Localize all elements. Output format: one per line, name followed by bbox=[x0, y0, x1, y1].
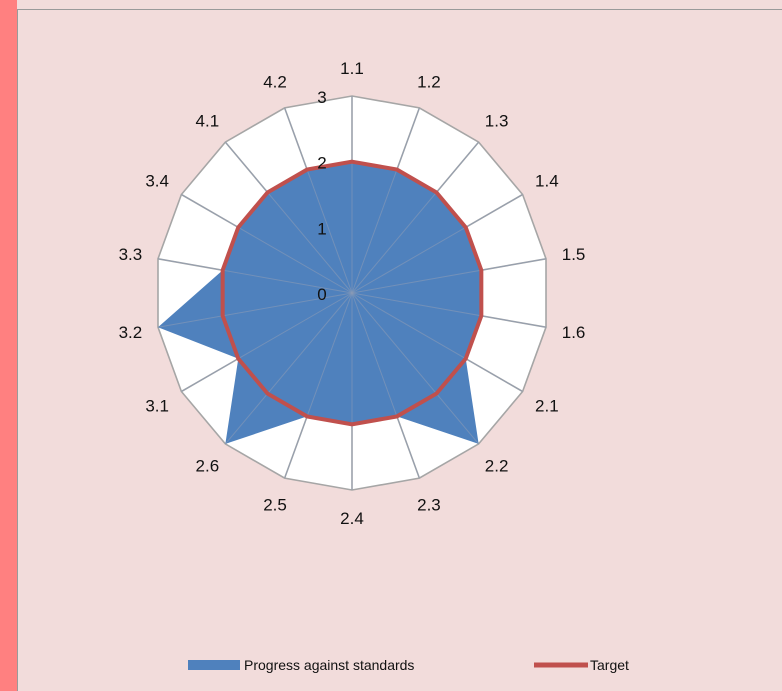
inner-spoke-2.3 bbox=[351, 292, 420, 479]
category-label-3.1: 3.1 bbox=[145, 397, 169, 416]
series-progress-area bbox=[157, 161, 482, 444]
legend-swatch-progress bbox=[188, 660, 240, 670]
category-labels: 1.1 1.2 1.3 1.4 1.5 1.6 2.1 2.2 2.3 2.4 2.5 2.6 3.1 3… bbox=[119, 59, 586, 528]
category-label-1.1: 1.1 bbox=[340, 59, 364, 78]
radial-tick-labels: 0 1 2 3 bbox=[317, 88, 326, 304]
radial-tick-0: 0 bbox=[317, 285, 326, 304]
inner-spoke-1.4 bbox=[351, 194, 523, 294]
inner-spoke-2.5 bbox=[284, 292, 353, 479]
inner-spoke-3.2 bbox=[157, 292, 353, 328]
category-label-1.3: 1.3 bbox=[485, 112, 509, 131]
category-label-2.2: 2.2 bbox=[485, 456, 509, 475]
legend: Progress against standards Target bbox=[188, 657, 629, 673]
category-label-3.3: 3.3 bbox=[119, 245, 143, 264]
series-target-line bbox=[220, 159, 484, 427]
inner-spoke-3.1 bbox=[181, 292, 353, 392]
category-label-2.4: 2.4 bbox=[340, 509, 364, 528]
radial-tick-2: 2 bbox=[317, 154, 326, 173]
inner-spoke-3.3 bbox=[157, 258, 353, 294]
radial-tick-1: 1 bbox=[317, 219, 326, 238]
series-layer bbox=[157, 96, 547, 490]
inner-spoke-2.2 bbox=[351, 292, 480, 445]
category-label-3.2: 3.2 bbox=[119, 323, 143, 342]
radial-tick-3: 3 bbox=[317, 88, 326, 107]
category-label-1.4: 1.4 bbox=[535, 172, 559, 191]
legend-label-progress: Progress against standards bbox=[244, 657, 414, 673]
inner-spoke-4.1 bbox=[224, 141, 353, 294]
inner-spoke-1.6 bbox=[351, 292, 547, 328]
inner-spoke-2.1 bbox=[351, 292, 523, 392]
category-label-2.3: 2.3 bbox=[417, 495, 441, 514]
inner-spoke-1.5 bbox=[351, 258, 547, 294]
category-label-2.5: 2.5 bbox=[263, 495, 287, 514]
inner-spoke-4.2 bbox=[284, 107, 353, 294]
category-label-2.6: 2.6 bbox=[196, 456, 220, 475]
category-label-4.1: 4.1 bbox=[196, 112, 220, 131]
category-label-3.4: 3.4 bbox=[145, 172, 169, 191]
category-label-1.2: 1.2 bbox=[417, 73, 441, 92]
category-label-1.6: 1.6 bbox=[562, 323, 586, 342]
inner-spoke-1.2 bbox=[351, 107, 420, 294]
inner-spoke-3.4 bbox=[181, 194, 353, 294]
category-label-2.1: 2.1 bbox=[535, 397, 559, 416]
inner-spoke-2.6 bbox=[224, 292, 353, 445]
left-accent-bar bbox=[0, 0, 17, 691]
inner-spoke-1.3 bbox=[351, 141, 480, 294]
category-label-1.5: 1.5 bbox=[562, 245, 586, 264]
legend-label-target: Target bbox=[590, 657, 629, 673]
category-label-4.2: 4.2 bbox=[263, 73, 287, 92]
